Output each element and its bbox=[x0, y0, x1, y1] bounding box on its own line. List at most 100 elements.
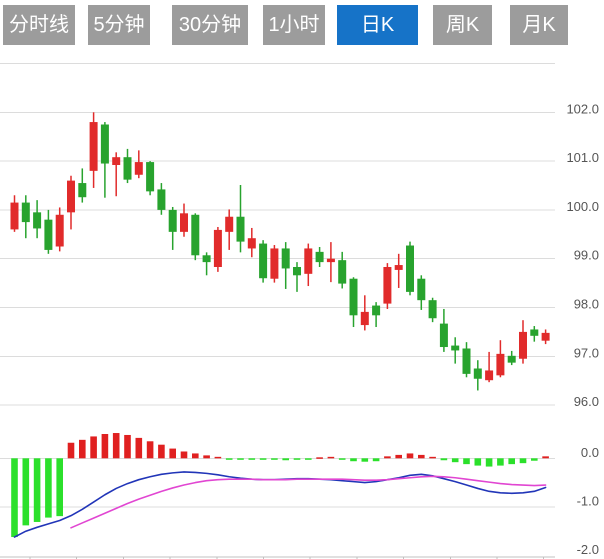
candle-body bbox=[417, 278, 426, 301]
macd-axis-label: -2.0 bbox=[577, 542, 599, 557]
candle-body bbox=[315, 251, 324, 263]
candle-body bbox=[406, 245, 414, 292]
period-tabbar: 分时线 5分钟 30分钟 1小时 日K 周K 月K bbox=[0, 0, 604, 50]
candle-body bbox=[123, 157, 132, 180]
macd-histogram-bar bbox=[22, 458, 30, 526]
price-axis-label: 102.0 bbox=[566, 101, 599, 116]
macd-histogram-bar bbox=[237, 458, 244, 460]
macd-histogram-bar bbox=[192, 453, 199, 459]
macd-histogram-bar bbox=[56, 458, 63, 517]
tab-weekly-k[interactable]: 周K bbox=[433, 5, 492, 45]
macd-histogram-bar bbox=[124, 434, 131, 459]
candle-body bbox=[439, 323, 448, 348]
candle-body bbox=[67, 180, 75, 213]
macd-axis-label: 0.0 bbox=[581, 445, 599, 460]
candle-body bbox=[55, 214, 64, 247]
tab-monthly-k[interactable]: 月K bbox=[510, 5, 568, 45]
macd-histogram-bar bbox=[519, 458, 527, 464]
candle-body bbox=[191, 214, 200, 256]
tab-time-line[interactable]: 分时线 bbox=[3, 5, 75, 45]
candle-body bbox=[78, 183, 87, 198]
candle-body bbox=[259, 243, 268, 279]
dea-line bbox=[70, 475, 547, 529]
candle-body bbox=[349, 278, 358, 316]
candle-body bbox=[451, 345, 460, 351]
macd-histogram-bar bbox=[451, 458, 459, 463]
macd-histogram-bar bbox=[67, 442, 75, 459]
price-axis-label: 100.0 bbox=[566, 199, 599, 214]
macd-histogram-bar bbox=[305, 458, 312, 460]
candle-body bbox=[338, 260, 347, 284]
macd-histogram-bar bbox=[203, 455, 210, 459]
macd-histogram-bar bbox=[90, 436, 97, 459]
candle-body bbox=[44, 219, 53, 250]
macd-histogram-bar bbox=[316, 457, 323, 459]
macd-axis-label: -1.0 bbox=[577, 493, 599, 508]
candle-body bbox=[519, 331, 527, 359]
price-axis-label: 96.0 bbox=[574, 394, 599, 409]
macd-histogram-bar bbox=[372, 458, 380, 462]
candle-body bbox=[394, 265, 403, 270]
macd-histogram-bar bbox=[395, 454, 402, 459]
tab-daily-k[interactable]: 日K bbox=[337, 5, 418, 45]
macd-histogram-bar bbox=[350, 458, 357, 462]
candle-body bbox=[134, 162, 143, 175]
macd-histogram-bar bbox=[508, 458, 515, 465]
macd-histogram-bar bbox=[406, 453, 414, 459]
macd-histogram-bar bbox=[542, 456, 549, 459]
price-axis-label: 99.0 bbox=[574, 248, 599, 263]
candle-body bbox=[485, 370, 494, 381]
candle-body bbox=[225, 216, 234, 232]
macd-histogram-bar bbox=[225, 458, 233, 460]
candle-body bbox=[33, 212, 42, 229]
macd-histogram-bar bbox=[531, 458, 538, 461]
macd-histogram-bar bbox=[45, 458, 52, 518]
macd-histogram-bar bbox=[112, 433, 120, 459]
candle-body bbox=[247, 238, 256, 249]
candle-body bbox=[168, 209, 177, 232]
macd-histogram-bar bbox=[327, 456, 335, 459]
price-axis-label: 97.0 bbox=[574, 345, 599, 360]
macd-histogram-bar bbox=[248, 458, 256, 460]
candle-body bbox=[281, 248, 290, 269]
candle-body bbox=[236, 216, 245, 242]
candle-body bbox=[180, 213, 188, 232]
macd-histogram-bar bbox=[101, 434, 109, 459]
macd-histogram-bar bbox=[338, 458, 346, 460]
candle-body bbox=[10, 202, 19, 230]
candle-body bbox=[541, 332, 550, 341]
macd-histogram-bar bbox=[429, 456, 436, 459]
candle-body bbox=[112, 157, 121, 166]
candle-body bbox=[507, 355, 516, 363]
macd-histogram-bar bbox=[33, 458, 41, 522]
macd-histogram-bar bbox=[259, 458, 267, 460]
candle-body bbox=[372, 305, 381, 316]
candle-body bbox=[304, 248, 313, 274]
candle-body bbox=[462, 348, 471, 374]
macd-histogram-bar bbox=[214, 456, 222, 459]
candle-body bbox=[496, 353, 505, 376]
candle-body bbox=[383, 266, 392, 304]
macd-histogram-bar bbox=[282, 458, 289, 461]
candle-body bbox=[473, 368, 482, 379]
dif-line bbox=[13, 471, 547, 538]
macd-histogram-bar bbox=[361, 458, 369, 462]
candle-body bbox=[100, 124, 109, 164]
macd-histogram-bar bbox=[180, 451, 188, 459]
macd-histogram-bar bbox=[497, 458, 504, 466]
price-axis-label: 98.0 bbox=[574, 297, 599, 312]
macd-histogram-bar bbox=[135, 437, 143, 459]
macd-histogram-bar bbox=[485, 458, 493, 467]
tab-5min[interactable]: 5分钟 bbox=[88, 5, 150, 45]
macd-histogram-bar bbox=[440, 458, 448, 461]
tab-30min[interactable]: 30分钟 bbox=[172, 5, 248, 45]
macd-histogram-bar bbox=[79, 439, 86, 459]
macd-histogram-bar bbox=[158, 444, 165, 459]
candle-body bbox=[293, 266, 301, 276]
macd-histogram-bar bbox=[418, 454, 425, 459]
tab-1hour[interactable]: 1小时 bbox=[263, 5, 325, 45]
candle-body bbox=[21, 202, 30, 223]
candle-body bbox=[89, 122, 98, 171]
macd-histogram-bar bbox=[293, 458, 301, 460]
